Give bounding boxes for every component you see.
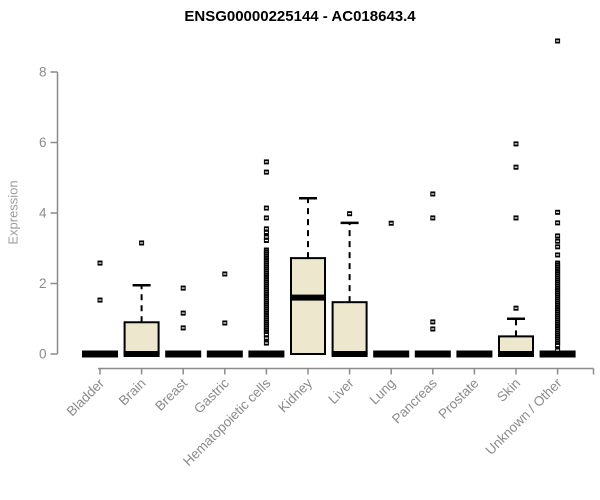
outlier-point-dash — [431, 321, 435, 323]
median-line — [290, 294, 326, 301]
x-tick-label: Pancreas — [389, 375, 440, 426]
outlier-point-dash — [264, 217, 268, 219]
y-tick-label: 2 — [39, 276, 47, 291]
outlier-point-dash — [264, 239, 268, 242]
outlier-point-dash — [556, 246, 560, 248]
median-line — [123, 351, 160, 357]
box — [290, 257, 326, 355]
box — [123, 321, 160, 355]
outlier-point-dash — [431, 217, 435, 219]
outlier-point-dash — [556, 235, 560, 237]
chart-title: ENSG00000225144 - AC018643.4 — [184, 8, 416, 25]
x-tick-label: Bladder — [64, 375, 108, 419]
outlier-point-dash — [264, 171, 268, 173]
outlier-point-dash — [348, 213, 352, 215]
box — [331, 301, 368, 355]
outlier-point-dash — [181, 287, 185, 289]
outlier-point-dash — [264, 207, 268, 209]
outlier-point-dash — [223, 322, 227, 324]
collapsed-box — [248, 350, 285, 358]
outlier-point-dash — [556, 240, 560, 242]
outlier-point-dash — [223, 273, 227, 275]
outlier-point-dash — [431, 328, 435, 330]
outlier-point-dash — [389, 222, 393, 224]
x-tick-label: Liver — [325, 375, 357, 407]
x-tick-label: Prostate — [435, 376, 481, 422]
y-tick-label: 0 — [39, 347, 47, 362]
y-axis-label: Expression — [5, 180, 21, 245]
outlier-point-dash — [556, 40, 560, 42]
median-line — [331, 351, 368, 357]
outlier-point-dash — [264, 161, 268, 163]
outlier-point-dash — [264, 337, 268, 339]
x-tick-label: Lung — [366, 376, 398, 408]
x-tick-label: Brain — [116, 376, 149, 409]
outlier-point-dash — [264, 228, 268, 230]
outlier-point-dash — [514, 143, 518, 145]
outlier-point-dash — [556, 254, 560, 256]
outlier-point-dash — [514, 166, 518, 168]
outlier-point-dash — [431, 193, 435, 195]
outlier-point-dash — [140, 242, 144, 244]
collapsed-box — [539, 350, 576, 358]
y-tick-label: 4 — [39, 206, 47, 221]
y-tick-label: 6 — [39, 135, 47, 150]
y-tick-label: 8 — [39, 65, 47, 80]
collapsed-box — [206, 350, 243, 358]
outlier-point-dash — [514, 217, 518, 219]
collapsed-box — [82, 350, 118, 358]
outlier-point-dash — [264, 334, 268, 336]
outlier-point-dash — [98, 299, 102, 301]
outlier-point-dash — [556, 349, 560, 351]
x-tick-label: Kidney — [275, 375, 315, 415]
x-tick-label: Gastric — [191, 375, 232, 416]
outlier-point-dash — [556, 344, 560, 347]
outlier-point-dash — [514, 307, 518, 309]
outlier-point-dash — [264, 342, 268, 344]
median-line — [498, 351, 534, 357]
x-tick-label: Unknown / Other — [482, 375, 565, 458]
x-tick-label: Breast — [152, 375, 190, 413]
collapsed-box — [414, 350, 451, 358]
collapsed-box — [456, 350, 493, 358]
outlier-point-dash — [264, 236, 268, 238]
collapsed-box — [165, 350, 202, 358]
outlier-point-dash — [98, 262, 102, 264]
outlier-point-dash — [264, 231, 268, 233]
outlier-point-dash — [556, 211, 560, 213]
collapsed-box — [373, 350, 410, 358]
outlier-point-dash — [181, 327, 185, 329]
outlier-point-dash — [556, 222, 560, 224]
outlier-point-dash — [181, 312, 185, 314]
x-tick-label: Skin — [494, 376, 523, 405]
